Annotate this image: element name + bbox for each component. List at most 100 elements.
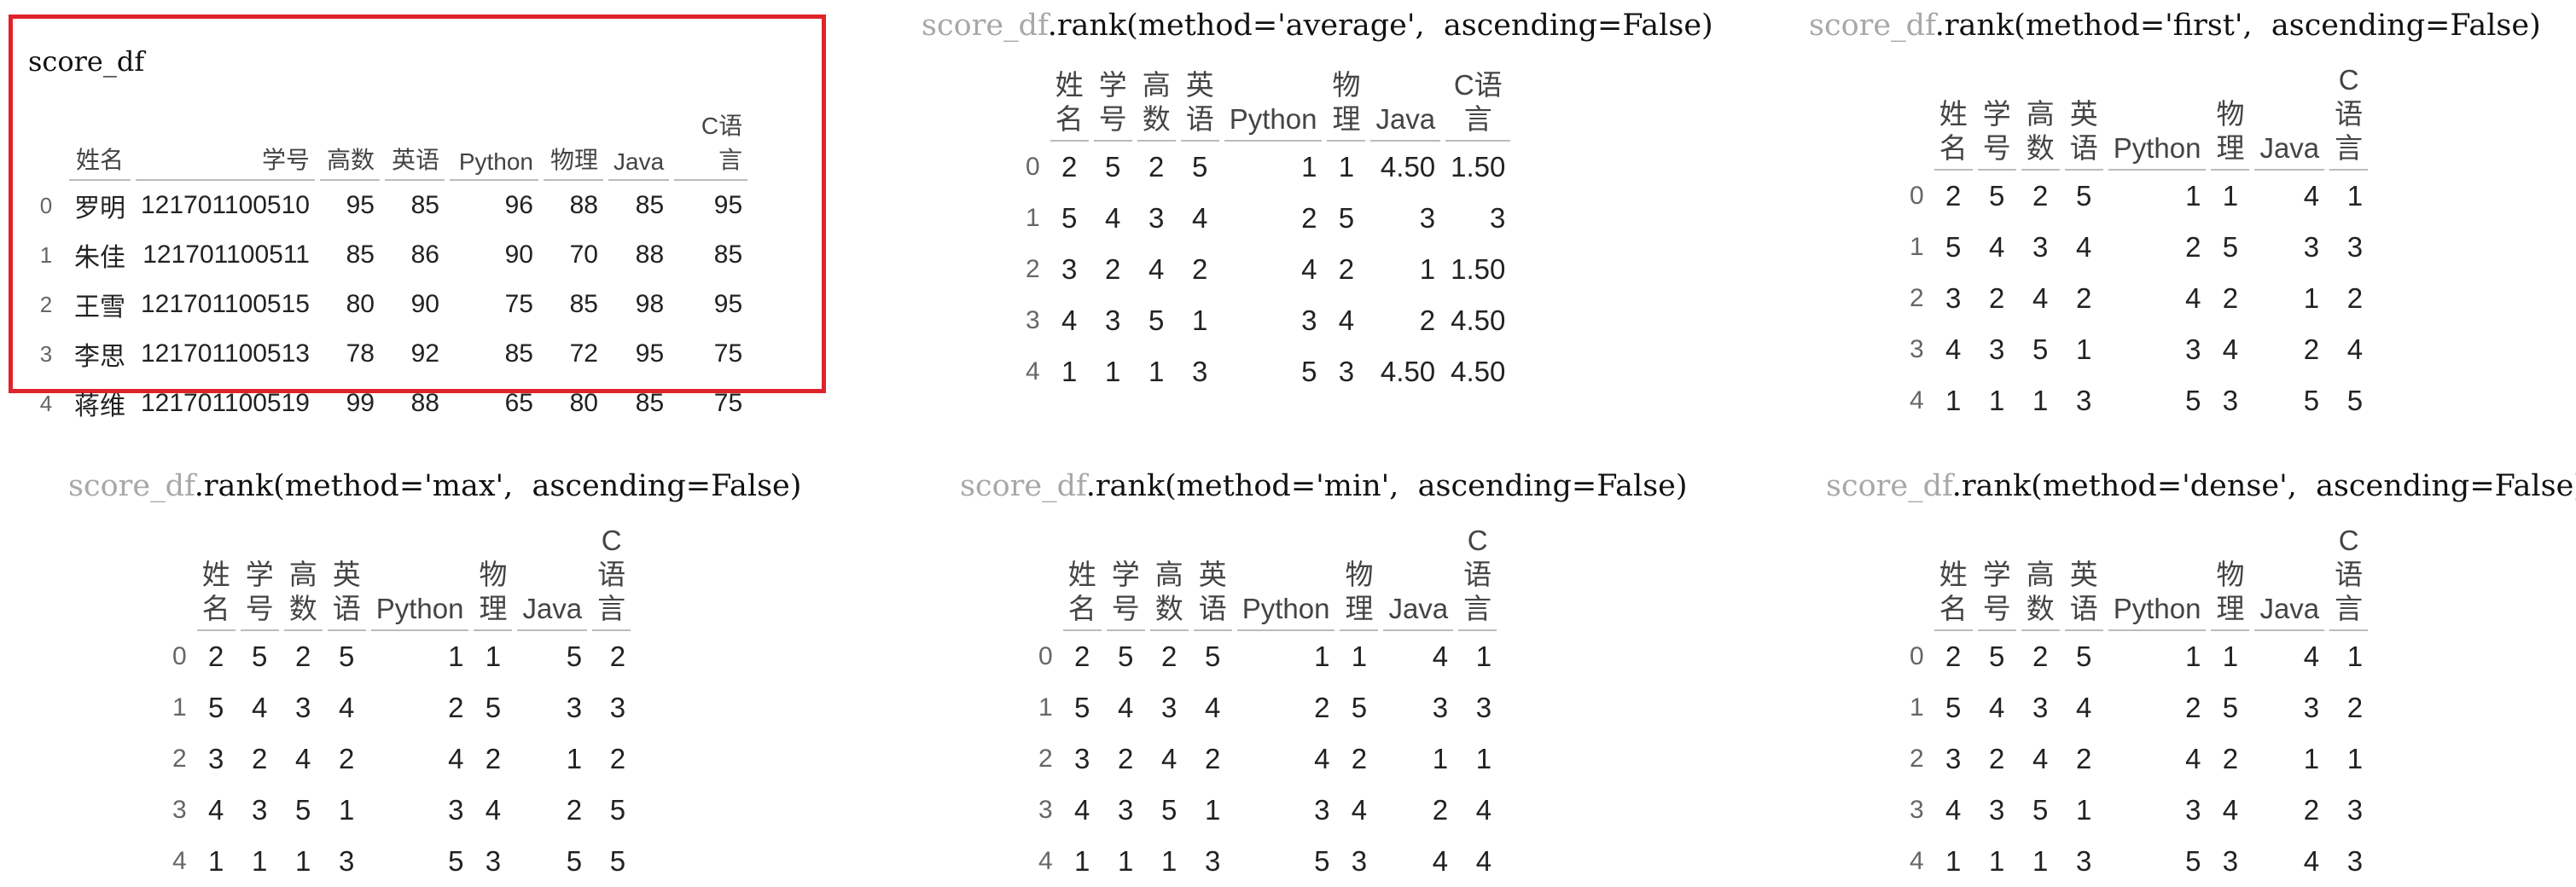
col-header-line: 言: [1463, 593, 1492, 624]
table-cell: 121701100511: [142, 241, 310, 269]
table-cell: 1: [2346, 743, 2364, 774]
col-header-line: Java: [522, 593, 583, 624]
table-cell: 85: [346, 241, 375, 269]
col-header-line: 理: [2216, 593, 2245, 624]
table-cell: 4: [1432, 641, 1449, 672]
table-cell: 5: [1205, 641, 1221, 672]
table-cell: 1: [2303, 282, 2320, 314]
row-index: 1: [39, 241, 53, 268]
table-cell: 3: [2303, 692, 2320, 723]
table-cell: 1: [1338, 151, 1355, 183]
table-cell: 李思: [74, 343, 125, 371]
table-cell: 1.50: [1451, 253, 1506, 285]
table-cell: 5: [1314, 845, 1330, 877]
table-cell: 2: [1432, 794, 1449, 826]
table-row: 1 朱佳 121701100511 85 86 90 70 88 85: [28, 230, 747, 280]
table-cell: 4: [1475, 845, 1492, 877]
col-header: 高数: [1149, 520, 1189, 631]
table-cell: 1: [1148, 356, 1165, 387]
col-header: Java: [2254, 60, 2325, 171]
table-cell: 80: [569, 389, 598, 417]
col-header-line: Python: [2113, 593, 2201, 624]
col-header-line: 语: [1198, 593, 1227, 624]
table-cell: 1: [1945, 845, 1962, 877]
rank-header-row: 姓名学号高数英语 Python 物理 Java C语言: [167, 520, 631, 631]
table-cell: 5: [1105, 151, 1121, 183]
col-header: Java: [1383, 520, 1454, 631]
table-cell: 5: [1118, 641, 1134, 672]
table-cell: 95: [713, 191, 743, 219]
table-cell: 2: [295, 641, 311, 672]
col-header-line: 语: [2069, 593, 2098, 624]
col-header-line: C语: [2335, 525, 2364, 590]
table-cell: 1: [1432, 743, 1449, 774]
col-header-line: 理: [479, 593, 508, 624]
table-cell: 4: [1989, 692, 2005, 723]
table-cell: 95: [346, 191, 375, 219]
table-cell: 85: [635, 389, 665, 417]
code-line: score_df.rank(method='dense', ascending=…: [1826, 467, 2576, 505]
table-row: 0 2 5 2 5 1 1 4.50 1.50: [1021, 142, 1510, 193]
table-cell: 3: [1989, 794, 2005, 826]
table-row: 3 4 3 5 1 3 4 2 4.50: [1021, 295, 1510, 346]
table-cell: 4: [1945, 333, 1962, 365]
col-header-line: 言: [597, 593, 626, 624]
col-header: C语言: [592, 520, 631, 631]
row-index: 0: [1038, 642, 1053, 670]
table-cell: 4: [448, 743, 464, 774]
table-cell: 3: [2076, 385, 2092, 416]
table-cell: 5: [1989, 641, 2005, 672]
table-cell: 72: [569, 339, 598, 368]
table-cell: 2: [2222, 282, 2239, 314]
col-header-line: 号: [1111, 593, 1140, 624]
table-cell: 5: [1338, 202, 1355, 234]
table-cell: 3: [2222, 845, 2239, 877]
table-cell: 1: [566, 743, 583, 774]
table-cell: 2: [339, 743, 355, 774]
table-cell: 1: [1475, 641, 1492, 672]
table-cell: 罗明: [74, 194, 125, 223]
table-cell: 2: [1148, 151, 1165, 183]
col-header: 物理: [2211, 60, 2250, 171]
col-header: Java: [608, 104, 670, 181]
table-cell: 3: [609, 692, 626, 723]
table-cell: 5: [609, 794, 626, 826]
index-header: [1904, 60, 1929, 171]
col-header-line: 号: [1982, 593, 2011, 624]
col-header: Python: [1236, 520, 1335, 631]
table-cell: 1: [2076, 794, 2092, 826]
table-cell: 3: [1989, 333, 2005, 365]
code-object: score_df: [68, 469, 195, 503]
table-cell: 4: [1351, 794, 1368, 826]
col-header-line: 言: [2335, 593, 2364, 624]
col-header: C语言: [2329, 520, 2369, 631]
col-header: 学号: [240, 520, 279, 631]
col-header: 高数: [320, 104, 380, 181]
table-cell: 4: [2032, 743, 2049, 774]
table-cell: 5: [2346, 385, 2364, 416]
row-index: 0: [39, 192, 53, 218]
col-header: Python: [2108, 60, 2207, 171]
col-header: C语言: [2329, 60, 2369, 171]
table-cell: 2: [1351, 743, 1368, 774]
col-header-line: 数: [1142, 103, 1171, 135]
index-header: [1033, 520, 1058, 631]
table-cell: 4: [252, 692, 268, 723]
table-cell: 1: [1205, 794, 1221, 826]
table-cell: 4: [2185, 743, 2201, 774]
table-cell: 2: [2032, 641, 2049, 672]
col-header: 学号: [136, 104, 315, 181]
table-cell: 3: [252, 794, 268, 826]
table-cell: 4: [1205, 692, 1221, 723]
table-cell: 5: [1989, 180, 2005, 212]
row-index: 3: [1910, 796, 1924, 824]
table-cell: 1: [1475, 743, 1492, 774]
table-cell: 4: [208, 794, 224, 826]
table-cell: 4: [2222, 333, 2239, 365]
table-cell: 4: [2032, 282, 2049, 314]
row-index: 4: [172, 847, 187, 875]
row-index: 0: [1910, 642, 1924, 670]
col-header: C语言: [1458, 520, 1497, 631]
